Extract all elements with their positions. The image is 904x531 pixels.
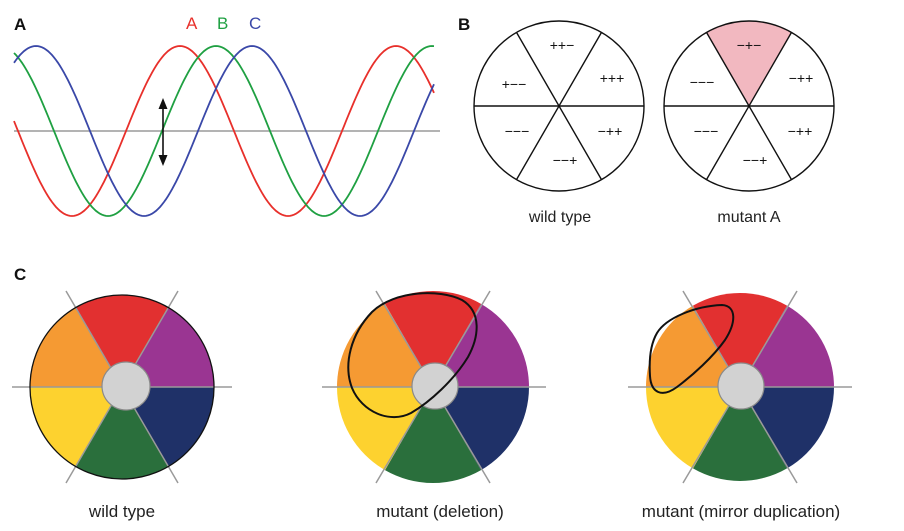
segment-label: ++− — [550, 37, 575, 53]
wheel-sector-orange — [29, 307, 122, 387]
segment-label: −−− — [694, 123, 719, 139]
color-wheel-deletion: mutant (deletion) — [322, 290, 546, 521]
wheel-caption: mutant (mirror duplication) — [642, 502, 840, 521]
curve-c — [13, 45, 435, 217]
segment-label: −−− — [505, 123, 530, 139]
disc-caption: mutant A — [717, 209, 780, 226]
wheel-sector-green — [76, 387, 168, 480]
disc-wild-type: ++− +++ −++ −−+ −−− +−− wild type — [473, 20, 645, 226]
deletion-outline — [347, 292, 478, 419]
segment-label: +++ — [600, 70, 625, 86]
double-arrow-icon — [158, 98, 168, 166]
segment-label: −++ — [789, 70, 814, 86]
curve-b — [13, 45, 435, 217]
disc-mutant-a: −+− −++ −++ −−+ −−− −−− mutant A — [663, 20, 835, 226]
panel-a: A A B C — [13, 14, 440, 217]
duplication-outline — [648, 303, 735, 394]
wheel-sector-green — [385, 387, 481, 483]
wheel-caption: mutant (deletion) — [376, 502, 504, 521]
wheel-sector-purple — [433, 303, 529, 387]
wheel-sector-purple — [122, 307, 214, 387]
panel-c: C wild type mutant (deletion) — [12, 265, 852, 521]
segment-label: −−+ — [743, 152, 768, 168]
wheel-sector-purple — [740, 305, 834, 387]
segment-label: −++ — [598, 123, 623, 139]
wheel-sector-yellow — [646, 387, 740, 469]
curve-b-label: B — [217, 14, 228, 33]
segment-label: −+− — [737, 37, 762, 53]
wheel-sector-navy — [740, 387, 834, 469]
curve-c-label: C — [249, 14, 261, 33]
wheel-sector-navy — [433, 387, 529, 471]
segment-label: −−+ — [553, 152, 578, 168]
segment-label: +−− — [502, 76, 527, 92]
wheel-sector-red — [385, 291, 481, 387]
segment-label: −++ — [788, 123, 813, 139]
wheel-sector-orange — [646, 305, 740, 387]
wheel-sector-red — [76, 294, 168, 387]
color-wheel-mirror-duplication: mutant (mirror duplication) — [628, 290, 852, 521]
wheel-sector-red — [693, 293, 787, 387]
segment-label: −−− — [690, 74, 715, 90]
curve-a — [13, 45, 435, 217]
panel-a-label: A — [14, 15, 26, 34]
panel-c-label: C — [14, 265, 26, 284]
highlighted-segment — [706, 21, 792, 106]
wheel-sector-navy — [122, 387, 214, 467]
panel-b-label: B — [458, 15, 470, 34]
wheel-caption: wild type — [88, 502, 155, 521]
color-wheel-wild-type: wild type — [12, 290, 232, 521]
wheel-sector-yellow — [29, 387, 122, 467]
wheel-sector-green — [693, 387, 787, 481]
disc-caption: wild type — [528, 209, 591, 226]
panel-b: B ++− +++ −++ −−+ −−− +−− wild type −+− … — [458, 15, 835, 226]
curve-a-label: A — [186, 14, 198, 33]
wheel-sector-yellow — [337, 387, 433, 471]
